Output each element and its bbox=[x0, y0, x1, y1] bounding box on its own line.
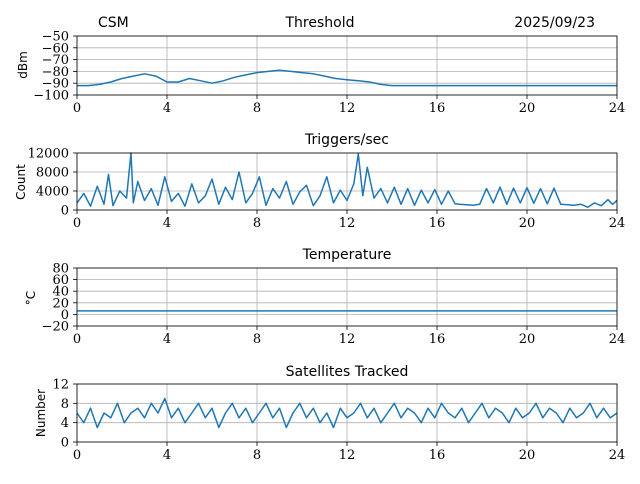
satellites-ylabel: Number bbox=[34, 389, 48, 437]
temperature-xtick-label: 16 bbox=[429, 332, 446, 347]
threshold-xtick-label: 8 bbox=[253, 101, 261, 116]
triggers-xtick-label: 8 bbox=[253, 216, 261, 231]
threshold-xtick-label: 16 bbox=[429, 101, 446, 116]
threshold-xtick-label: 12 bbox=[339, 101, 356, 116]
satellites-panel: Number Satellites Tracked 0 4 8 12 16 20 24 0 4 8… bbox=[34, 364, 625, 463]
satellites-xtick-label: 12 bbox=[339, 448, 356, 463]
triggers-xtick-label: 4 bbox=[163, 216, 171, 231]
threshold-xtick-label: 0 bbox=[73, 101, 81, 116]
triggers-ytick-label: 0 bbox=[61, 204, 69, 219]
satellites-xtick-label: 20 bbox=[519, 448, 536, 463]
satellites-xtick-label: 4 bbox=[163, 448, 171, 463]
threshold-xtick-label: 20 bbox=[519, 101, 536, 116]
threshold-xtick-label: 24 bbox=[609, 101, 626, 116]
temperature-xtick-label: 4 bbox=[163, 332, 171, 347]
threshold-ytick-label: −90 bbox=[42, 77, 69, 92]
threshold-ytick-label: −80 bbox=[42, 65, 69, 80]
temperature-ylabel: °C bbox=[24, 291, 38, 305]
temperature-ytick-label: 40 bbox=[52, 285, 69, 300]
triggers-xtick-label: 24 bbox=[609, 216, 626, 231]
triggers-ylabel: Count bbox=[14, 164, 28, 200]
triggers-panel: Count Triggers/sec 0 4 8 12 16 20 24 0 4000 8000 1… bbox=[14, 132, 625, 231]
satellites-ytick-label: 12 bbox=[52, 378, 69, 393]
triggers-title: Triggers/sec bbox=[304, 132, 389, 148]
temperature-title: Temperature bbox=[302, 247, 392, 263]
triggers-series-line bbox=[76, 152, 618, 208]
triggers-ytick-label: 4000 bbox=[36, 185, 69, 200]
threshold-ytick-label: −50 bbox=[42, 30, 69, 45]
temperature-ytick-label: −20 bbox=[42, 320, 69, 335]
threshold-ytick-label: −70 bbox=[42, 53, 69, 68]
temperature-xtick-label: 12 bbox=[339, 332, 356, 347]
satellites-series-line bbox=[76, 397, 618, 429]
triggers-xtick-label: 16 bbox=[429, 216, 446, 231]
satellites-xtick-label: 16 bbox=[429, 448, 446, 463]
triggers-xtick-label: 0 bbox=[73, 216, 81, 231]
temperature-ytick-label: 60 bbox=[52, 273, 69, 288]
temperature-ytick-label: 0 bbox=[61, 308, 69, 323]
temperature-ytick-label: 20 bbox=[52, 296, 69, 311]
temperature-xtick-label: 8 bbox=[253, 332, 261, 347]
threshold-panel: dBm 0 4 8 12 16 20 24 −100−90−80−70−60−50 bbox=[16, 30, 625, 117]
threshold-series-line bbox=[77, 69, 617, 87]
header-left-label: CSM bbox=[98, 15, 129, 31]
header-date: 2025/09/23 bbox=[514, 15, 595, 31]
temperature-ytick-label: 80 bbox=[52, 262, 69, 277]
temperature-xtick-label: 24 bbox=[609, 332, 626, 347]
satellites-xtick-label: 24 bbox=[609, 448, 626, 463]
triggers-xtick-label: 20 bbox=[519, 216, 536, 231]
temperature-xtick-label: 20 bbox=[519, 332, 536, 347]
threshold-ylabel: dBm bbox=[16, 51, 30, 79]
satellites-xtick-label: 0 bbox=[73, 448, 81, 463]
triggers-ytick-label: 8000 bbox=[36, 166, 69, 181]
satellites-ytick-label: 0 bbox=[61, 436, 69, 451]
triggers-xtick-label: 12 bbox=[339, 216, 356, 231]
threshold-xtick-label: 4 bbox=[163, 101, 171, 116]
temperature-xtick-label: 0 bbox=[73, 332, 81, 347]
threshold-ytick-label: −60 bbox=[42, 41, 69, 56]
triggers-ytick-label: 12000 bbox=[28, 147, 69, 162]
satellites-ytick-label: 4 bbox=[61, 416, 69, 431]
threshold-ytick-label: −100 bbox=[33, 89, 69, 104]
header-center-title: Threshold bbox=[285, 15, 355, 31]
satellites-ytick-label: 8 bbox=[61, 397, 69, 412]
satellites-xtick-label: 8 bbox=[253, 448, 261, 463]
satellites-title: Satellites Tracked bbox=[286, 364, 409, 380]
